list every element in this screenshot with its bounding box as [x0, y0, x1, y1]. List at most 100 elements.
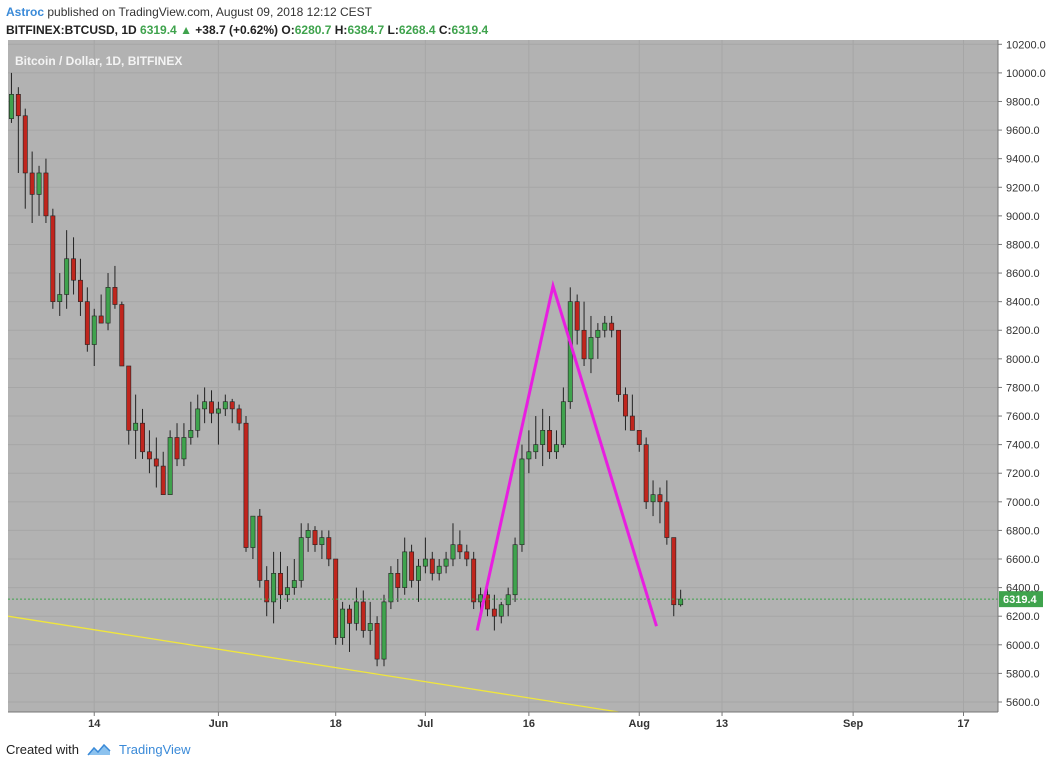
candle-up	[650, 480, 656, 517]
candle-body	[554, 444, 559, 453]
candle-body	[15, 94, 21, 117]
candle-body	[485, 594, 490, 610]
candle-body	[436, 565, 442, 574]
candle-up	[560, 387, 566, 448]
x-tick-label: 14	[88, 718, 101, 730]
x-tick-label: Jul	[417, 718, 433, 730]
candle-down	[236, 404, 242, 431]
candle-down	[326, 530, 332, 567]
candle-up	[271, 551, 277, 624]
y-tick-label: 8000.0	[1006, 354, 1040, 366]
candle-down	[209, 390, 214, 424]
y-tick-label: 9600.0	[1006, 125, 1040, 137]
low-value: 6268.4	[398, 23, 436, 37]
symbol-label: BITFINEX:BTCUSD, 1D	[6, 23, 137, 37]
candle-body	[195, 408, 201, 431]
candle-body	[429, 558, 435, 574]
candle-down	[78, 258, 83, 316]
candle-up	[188, 401, 194, 445]
candle-up	[588, 315, 594, 374]
candle-body	[284, 587, 290, 596]
candle-body	[650, 494, 656, 503]
candle-down	[243, 416, 249, 552]
candle-body	[353, 601, 359, 624]
y-tick-label: 9200.0	[1006, 182, 1040, 194]
candle-body	[505, 594, 511, 606]
candle-body	[50, 215, 56, 302]
tradingview-link[interactable]: TradingView	[118, 742, 191, 757]
candle-up	[167, 430, 173, 495]
open-label: O:	[281, 23, 295, 37]
candle-down	[71, 237, 76, 295]
candle-down	[98, 294, 104, 324]
candle-up	[519, 444, 525, 552]
close-value: 6319.4	[451, 23, 489, 37]
candle-body	[340, 608, 346, 638]
candle-body	[291, 580, 297, 588]
candle-body	[471, 558, 477, 603]
candle-up	[298, 523, 304, 588]
up-arrow-icon: ▲	[180, 23, 192, 37]
y-tick-label: 8400.0	[1006, 297, 1040, 309]
y-tick-label: 7400.0	[1006, 440, 1040, 452]
candle-down	[374, 616, 380, 667]
candle-down	[84, 287, 90, 352]
candle-body	[609, 322, 615, 331]
y-tick-label: 10200.0	[1006, 39, 1046, 51]
last-price-badge	[999, 591, 1043, 608]
candle-body	[360, 601, 366, 631]
candle-body	[98, 315, 104, 324]
candle-body	[188, 430, 194, 438]
candle-body	[243, 422, 249, 548]
candle-body	[326, 537, 332, 560]
open-value: 6280.7	[294, 23, 332, 37]
footer: Created with TradingView	[6, 742, 191, 757]
candle-body	[126, 365, 132, 431]
candle-body	[264, 580, 270, 603]
candle-body	[512, 544, 518, 596]
published-text: published on TradingView.com, August 09,…	[44, 5, 373, 19]
change-value: +38.7 (+0.62%)	[195, 23, 279, 37]
candle-body	[298, 537, 304, 581]
candle-body	[367, 623, 373, 631]
candle-up	[319, 530, 325, 560]
candle-body	[9, 94, 14, 119]
candle-body	[450, 544, 456, 560]
candle-up	[340, 601, 346, 645]
candle-body	[36, 172, 42, 195]
candle-body	[519, 458, 525, 546]
publish-header: Astroc published on TradingView.com, Aug…	[6, 4, 372, 20]
candle-body	[491, 608, 497, 617]
candle-down	[160, 451, 166, 495]
high-label: H:	[334, 23, 348, 37]
candle-down	[22, 108, 28, 209]
candle-body	[202, 401, 208, 410]
candle-body	[547, 430, 553, 453]
candle-body	[140, 422, 145, 453]
candle-body	[333, 558, 339, 638]
candle-body	[278, 573, 283, 596]
close-label: C:	[438, 23, 452, 37]
candle-down	[471, 551, 477, 610]
candle-body	[574, 301, 580, 331]
candle-up	[64, 230, 70, 309]
candle-body	[540, 430, 546, 445]
x-tick-label: Sep	[843, 718, 863, 730]
candle-body	[112, 287, 118, 305]
candle-up	[436, 559, 442, 581]
candle-up	[505, 587, 511, 617]
y-tick-label: 6400.0	[1006, 583, 1040, 595]
candle-body	[312, 530, 318, 546]
candle-body	[671, 537, 677, 606]
candle-up	[222, 394, 228, 417]
candle-down	[146, 430, 152, 474]
candle-up	[416, 559, 421, 602]
candle-up	[202, 387, 208, 424]
pattern-drawing-line	[475, 280, 658, 631]
candle-body	[623, 394, 628, 417]
candle-up	[512, 537, 518, 602]
author-link[interactable]: Astroc	[6, 5, 45, 19]
candle-body	[595, 329, 601, 338]
y-tick-label: 9400.0	[1006, 154, 1040, 166]
